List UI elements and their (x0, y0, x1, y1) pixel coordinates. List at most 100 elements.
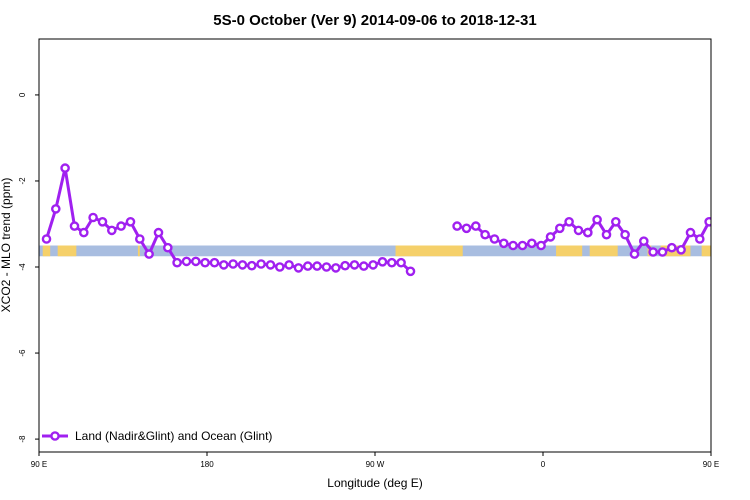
data-point (246, 260, 257, 271)
data-point (583, 227, 593, 238)
data-point (153, 227, 164, 238)
data-point (629, 249, 640, 259)
y-tick-label: -6 (18, 349, 27, 357)
x-axis: 90 E 180 90 W 0 90 E (31, 452, 719, 469)
data-point (405, 266, 416, 277)
legend-label: Land (Nadir&Glint) and Ocean (Glint) (75, 429, 272, 443)
data-point (648, 247, 658, 257)
data-point (134, 234, 145, 244)
legend: Land (Nadir&Glint) and Ocean (Glint) (42, 429, 272, 443)
data-point (125, 216, 136, 227)
data-point (51, 204, 61, 214)
data-point (734, 205, 741, 212)
data-point (564, 216, 574, 227)
data-point (377, 256, 388, 267)
y-tick-label: 0 (18, 92, 27, 97)
data-point (573, 225, 584, 236)
x-tick-label: 0 (541, 460, 546, 469)
data-point (41, 234, 52, 244)
data-point (743, 165, 750, 172)
data-point (181, 256, 192, 267)
series-layer (41, 163, 750, 277)
x-tick-label: 90 E (31, 460, 47, 469)
data-point (302, 261, 313, 271)
data-point (97, 216, 108, 227)
data-point (79, 227, 89, 238)
data-point (69, 221, 80, 231)
data-point (396, 257, 406, 268)
data-point (60, 163, 70, 173)
data-point (601, 229, 612, 240)
data-point (470, 221, 481, 231)
data-point (611, 216, 621, 227)
data-point (452, 221, 462, 231)
data-point (639, 236, 649, 246)
data-point (527, 238, 537, 249)
data-point (480, 229, 490, 240)
data-point (293, 263, 304, 273)
data-point (321, 262, 332, 272)
land-segment (701, 245, 711, 257)
data-point (667, 242, 677, 253)
data-point (190, 256, 201, 267)
legend-marker (50, 431, 60, 441)
data-point (695, 234, 705, 244)
data-point (256, 259, 266, 269)
data-point (704, 217, 711, 227)
y-axis-label: XCO2 - MLO trend (ppm) (0, 178, 13, 313)
land-segment (726, 246, 747, 257)
data-point (498, 238, 509, 249)
y-tick-label: -8 (18, 435, 27, 443)
data-point (517, 240, 528, 251)
data-point (536, 240, 546, 251)
data-point (330, 263, 341, 273)
data-point (228, 259, 238, 269)
x-axis-label: Longitude (deg E) (327, 476, 422, 490)
data-point (461, 223, 472, 234)
data-point (676, 244, 686, 255)
x-tick-label: 180 (200, 460, 214, 469)
ocean-band (39, 245, 711, 257)
land-segment (42, 245, 51, 257)
data-point (715, 220, 722, 227)
x-tick-label: 90 W (366, 460, 385, 469)
data-point (218, 260, 229, 270)
data-point (265, 260, 276, 270)
y-tick-label: -2 (18, 177, 27, 185)
data-point (237, 260, 248, 270)
data-point (116, 221, 126, 231)
data-point (657, 247, 668, 257)
data-point (715, 220, 722, 227)
x-tick-label: 90 E (703, 460, 719, 469)
data-point (555, 223, 565, 234)
data-point (88, 212, 98, 223)
land-segment (137, 245, 140, 257)
land-segment (589, 245, 618, 257)
data-point (340, 260, 350, 271)
data-point (209, 257, 220, 268)
data-point (312, 261, 322, 271)
land-segment (57, 245, 77, 257)
data-point (172, 257, 182, 268)
series-line (719, 168, 750, 265)
data-point (685, 227, 696, 238)
data-point (358, 261, 369, 271)
data-point (545, 232, 556, 242)
data-point (162, 242, 173, 253)
data-point (592, 214, 602, 225)
data-point (107, 225, 117, 236)
y-tick-label: -4 (18, 263, 27, 271)
data-point (274, 262, 285, 272)
land-segment (556, 245, 583, 257)
land-segment (395, 245, 463, 257)
data-point (724, 235, 731, 242)
data-point (349, 260, 360, 270)
data-point (368, 260, 378, 270)
data-point (620, 229, 630, 240)
data-point (508, 240, 518, 251)
data-point (144, 249, 154, 259)
data-point (489, 234, 500, 244)
land-segment (660, 245, 691, 257)
data-point (386, 257, 397, 268)
